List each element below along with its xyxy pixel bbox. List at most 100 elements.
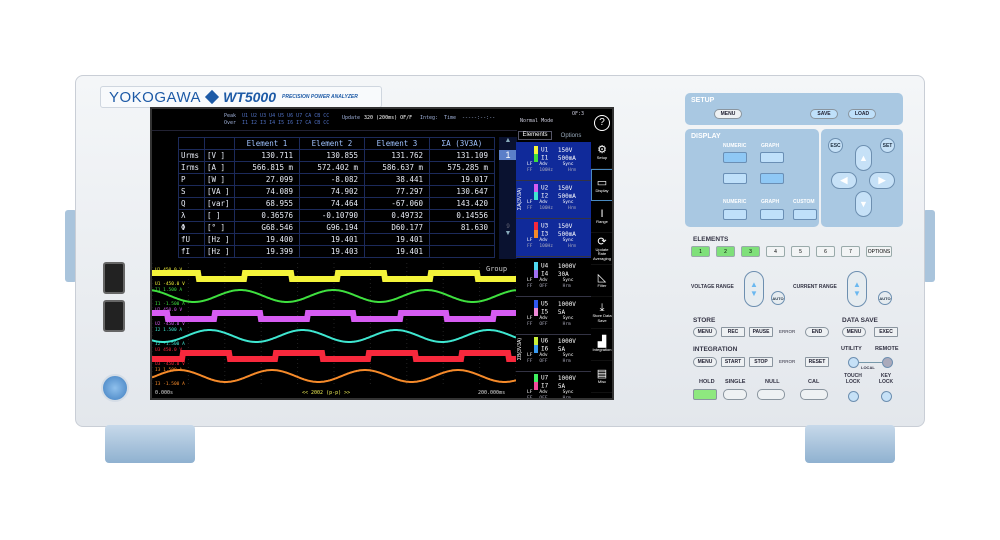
pause-button[interactable]: PAUSE	[749, 327, 773, 337]
trace-scale-top: U2 450.0 V	[155, 307, 182, 313]
softkey-range[interactable]: I Range	[591, 201, 612, 233]
utility-button[interactable]	[848, 357, 859, 368]
display-title: DISPLAY	[691, 133, 721, 140]
exec-button[interactable]: EXEC	[874, 327, 898, 337]
scroll-up-icon[interactable]: ▲	[504, 137, 512, 144]
elements-panel[interactable]: Elements Options U1 150V I1 500mA LF Adv S…	[516, 129, 591, 398]
element-options-button[interactable]: OPTIONS	[866, 246, 892, 257]
save-button[interactable]: SAVE	[810, 109, 838, 119]
value-cell: 19.403	[299, 245, 365, 258]
voltage-auto-button[interactable]: AUTO	[771, 291, 785, 305]
value-cell: 0.14556	[429, 209, 495, 222]
display-graph-2-button[interactable]	[760, 173, 784, 184]
voltage-range-stepper[interactable]: ▲ ▼	[744, 271, 764, 307]
element-2-button[interactable]: 2	[716, 246, 735, 257]
setup-menu-button[interactable]: MENU	[714, 109, 742, 119]
voltage-color-swatch	[534, 184, 538, 192]
hrm-label: Hrm	[562, 359, 571, 364]
display-numeric-2-button[interactable]	[723, 173, 747, 184]
load-button[interactable]: LOAD	[848, 109, 876, 119]
trace-scale-top: I3 1.500 A	[155, 367, 182, 373]
set-button[interactable]: SET	[880, 138, 895, 153]
start-button[interactable]: START	[721, 357, 745, 367]
display-graph-3-button[interactable]	[760, 209, 784, 220]
element-3-button[interactable]: 3	[741, 246, 760, 257]
touch-screen[interactable]: Peak Over U1 U2 U3 U4 U5 U6 U7 CA CB CC …	[150, 107, 614, 400]
voltage-up-icon[interactable]: ▲	[750, 280, 758, 289]
usb-port-1[interactable]	[103, 262, 125, 294]
value-cell	[429, 245, 495, 258]
null-button[interactable]	[757, 389, 785, 400]
page-scrollbar[interactable]: ▲ 1 9 ▼	[499, 137, 517, 259]
softkey-filter[interactable]: ◺ Filter	[591, 265, 612, 297]
softkey-integration[interactable]: ▟ Integration	[591, 329, 612, 361]
up-arrow-button[interactable]: ▲	[855, 145, 872, 171]
current-up-icon[interactable]: ▲	[853, 280, 861, 289]
softkey-update-rate-averaging[interactable]: ⟳ Update Rate Averaging	[591, 233, 612, 265]
tab-elements[interactable]: Elements	[518, 131, 552, 140]
softkey-store-data-save[interactable]: ⤓ Store Data Save	[591, 297, 612, 329]
help-icon[interactable]: ?	[594, 115, 610, 131]
display-numeric-1-button[interactable]	[723, 152, 747, 163]
measurement-name: Q	[178, 197, 205, 210]
reset-button[interactable]: RESET	[805, 357, 829, 367]
display-numeric-3-button[interactable]	[723, 209, 747, 220]
value-cell: 74.089	[234, 185, 300, 198]
element-entry[interactable]: U4 1000V I4 30A LF Adv Sync FF OFF Hrm	[516, 260, 591, 297]
single-button[interactable]	[723, 389, 747, 400]
element-entry[interactable]: U2 150V I2 500mA LF Adv Sync FF 100Hz Hrm	[516, 182, 591, 219]
right-arrow-button[interactable]: ▶	[869, 172, 895, 189]
element-entry[interactable]: U1 150V I1 500mA LF Adv Sync FF 100Hz Hrm	[516, 144, 591, 181]
display-custom-button[interactable]	[793, 209, 817, 220]
element-1-button[interactable]: 1	[691, 246, 710, 257]
value-cell	[429, 233, 495, 246]
usb-port-2[interactable]	[103, 300, 125, 332]
softkey-label: Filter	[597, 283, 607, 289]
peak-label: Peak	[224, 113, 237, 119]
end-button[interactable]: END	[805, 327, 829, 337]
softkey-label: Setup	[596, 155, 608, 161]
element-entry[interactable]: U5 1000V I5 5A LF Adv Sync FF OFF Hrm	[516, 298, 591, 335]
current-color-swatch	[534, 270, 538, 278]
element-4-button[interactable]: 4	[766, 246, 785, 257]
integration-menu-button[interactable]: MENU	[693, 357, 717, 367]
element-entry[interactable]: U3 150V I3 500mA LF Adv Sync FF 100Hz Hrm	[516, 220, 591, 257]
softkey-label: Display	[595, 187, 609, 193]
key-lock-button[interactable]	[881, 391, 892, 402]
element-entry[interactable]: U6 1000V I6 5A LF Adv Sync FF OFF Hrm	[516, 335, 591, 372]
hold-button[interactable]	[693, 389, 717, 400]
softkey-setup[interactable]: ⚙ Setup	[591, 137, 612, 169]
current-channel: I2	[541, 192, 549, 200]
voltage-down-icon[interactable]: ▼	[750, 289, 758, 298]
esc-button[interactable]: ESC	[828, 138, 843, 153]
element-entry[interactable]: U7 1000V I7 5A LF Adv Sync FF OFF Hrm	[516, 372, 591, 398]
rec-button[interactable]: REC	[721, 327, 745, 337]
tagline: PRECISION POWER ANALYZER	[282, 94, 358, 100]
ff-value: 100Hz	[539, 168, 553, 173]
display-graph-1-button[interactable]	[760, 152, 784, 163]
store-menu-button[interactable]: MENU	[693, 327, 717, 337]
current-range-stepper[interactable]: ▲ ▼	[847, 271, 867, 307]
stop-button[interactable]: STOP	[749, 357, 773, 367]
power-button[interactable]	[101, 374, 129, 402]
current-auto-button[interactable]: AUTO	[878, 291, 892, 305]
current-down-icon[interactable]: ▼	[853, 289, 861, 298]
value-cell: 19.017	[429, 173, 495, 186]
voltage-channel: U5	[541, 300, 549, 308]
element-5-button[interactable]: 5	[791, 246, 810, 257]
element-7-button[interactable]: 7	[841, 246, 860, 257]
softkey-misc[interactable]: ▤ Misc	[591, 361, 612, 393]
element-6-button[interactable]: 6	[816, 246, 835, 257]
down-arrow-button[interactable]: ▼	[855, 191, 872, 217]
tab-options[interactable]: Options	[560, 133, 582, 139]
current-page[interactable]: 1	[499, 150, 517, 160]
voltage-color-swatch	[534, 374, 538, 382]
data-save-menu-button[interactable]: MENU	[842, 327, 866, 337]
column-header: Element 1	[234, 137, 300, 150]
scroll-down-icon[interactable]: ▼	[504, 230, 512, 237]
integration-title: INTEGRATION	[693, 346, 738, 353]
touch-lock-button[interactable]	[848, 391, 859, 402]
softkey-display[interactable]: ▭ Display	[591, 169, 612, 201]
cal-button[interactable]	[800, 389, 828, 400]
left-arrow-button[interactable]: ◀	[831, 172, 857, 189]
